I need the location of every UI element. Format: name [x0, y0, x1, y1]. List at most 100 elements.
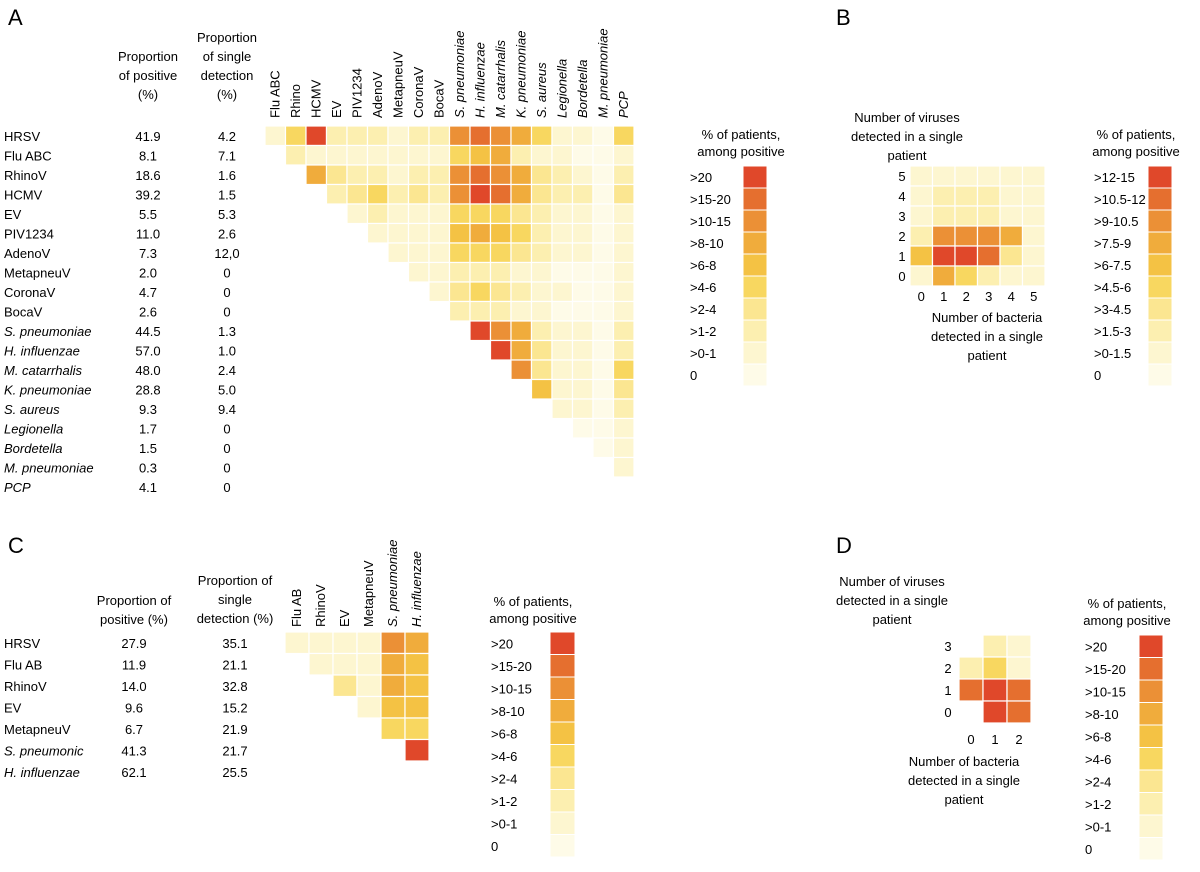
- column-label: EV: [329, 100, 344, 118]
- heatmap-cell: [448, 222, 471, 244]
- x-tick-label: 4: [1008, 289, 1015, 304]
- heatmap-cell: [551, 164, 574, 186]
- column-label: Legionella: [554, 59, 569, 118]
- heatmap-cell: [448, 281, 471, 303]
- legend-swatch: [549, 699, 576, 723]
- x-tick-label: 0: [918, 289, 925, 304]
- panel-label-a: A: [8, 5, 23, 30]
- heatmap-cell: [489, 222, 512, 244]
- heatmap-cell: [407, 222, 430, 244]
- y-axis-title-line: patient: [872, 612, 911, 627]
- heatmap-cell: [592, 437, 615, 459]
- heatmap-cell: [1006, 700, 1032, 724]
- row-label: HRSV: [4, 636, 40, 651]
- row-value-positive: 57.0: [135, 343, 160, 358]
- legend-label: 0: [690, 368, 697, 383]
- legend-label: >8-10: [1085, 707, 1119, 722]
- row-label: Flu ABC: [4, 148, 52, 163]
- heatmap-cell: [428, 183, 451, 205]
- legend-title-line: among positive: [1083, 613, 1170, 628]
- heatmap-cell: [954, 245, 979, 267]
- heatmap-cell: [366, 183, 389, 205]
- y-tick-label: 5: [898, 169, 905, 184]
- heatmap-cell: [510, 359, 533, 381]
- y-axis-title-line: detected in a single: [851, 129, 963, 144]
- row-label: S. aureus: [4, 402, 60, 417]
- legend-label: >0-1: [690, 346, 716, 361]
- heatmap-cell: [448, 144, 471, 166]
- legend-label: >8-10: [690, 236, 724, 251]
- heatmap-cell: [428, 203, 451, 225]
- heatmap-cell: [592, 398, 615, 420]
- heatmap-cell: [1021, 205, 1046, 227]
- column-label: H. influenzae: [409, 551, 424, 627]
- legend-swatch: [549, 811, 576, 835]
- legend-label: 0: [1094, 368, 1101, 383]
- row-label: MetapneuV: [4, 265, 71, 280]
- heatmap-cell: [469, 144, 492, 166]
- legend-swatch: [742, 209, 768, 233]
- row-value-single: 25.5: [222, 765, 247, 780]
- heatmap-cell: [469, 320, 492, 342]
- heatmap-cell: [530, 164, 553, 186]
- column-label: Flu ABC: [267, 70, 282, 118]
- heatmap-cell: [612, 359, 635, 381]
- column-label: Flu AB: [289, 589, 304, 627]
- heatmap-cell: [612, 398, 635, 420]
- legend-title-line: % of patients,: [1088, 596, 1167, 611]
- heatmap-cell: [489, 281, 512, 303]
- row-value-single: 0: [223, 304, 230, 319]
- legend-swatch: [1147, 363, 1173, 387]
- legend-label: >15-20: [690, 192, 731, 207]
- row-value-single: 0: [223, 265, 230, 280]
- heatmap-cell: [510, 242, 533, 264]
- row-value-single: 5.3: [218, 207, 236, 222]
- heatmap-cell: [530, 222, 553, 244]
- row-label: PIV1234: [4, 226, 54, 241]
- legend-label: >0-1.5: [1094, 346, 1131, 361]
- legend-swatch: [742, 275, 768, 299]
- legend-label: >3-4.5: [1094, 302, 1131, 317]
- legend-swatch: [742, 363, 768, 387]
- x-axis-title-line: detected in a single: [931, 329, 1043, 344]
- column-header-positive: of positive: [119, 68, 178, 83]
- heatmap-cell: [530, 339, 553, 361]
- row-value-positive: 2.6: [139, 304, 157, 319]
- heatmap-cell: [999, 225, 1024, 247]
- legend-label: >10-15: [690, 214, 731, 229]
- legend-swatch: [1138, 747, 1164, 771]
- heatmap-cell: [404, 717, 430, 741]
- x-axis-title-line: patient: [944, 792, 983, 807]
- heatmap-cell: [366, 164, 389, 186]
- row-value-positive: 0.3: [139, 460, 157, 475]
- heatmap-cell: [571, 125, 594, 147]
- legend-swatch: [549, 834, 576, 858]
- heatmap-cell: [1021, 245, 1046, 267]
- heatmap-cell: [571, 281, 594, 303]
- heatmap-cell: [954, 165, 979, 187]
- row-value-single: 0: [223, 421, 230, 436]
- heatmap-cell: [592, 203, 615, 225]
- heatmap-cell: [954, 205, 979, 227]
- legend-label: >1-2: [690, 324, 716, 339]
- legend-label: 0: [491, 839, 498, 854]
- row-value-positive: 1.7: [139, 421, 157, 436]
- heatmap-cell: [510, 183, 533, 205]
- row-value-positive: 41.3: [121, 743, 146, 758]
- row-value-positive: 11.9: [122, 657, 146, 672]
- legend-swatch: [549, 631, 576, 655]
- legend-swatch: [1147, 253, 1173, 277]
- heatmap-cell: [551, 144, 574, 166]
- heatmap-cell: [380, 674, 406, 698]
- panel-c: Proportion of positive (%) Proportion of si…: [4, 540, 577, 858]
- x-axis-title-line: Number of bacteria: [909, 754, 1020, 769]
- row-value-single: 0: [223, 460, 230, 475]
- legend-swatch: [1138, 814, 1164, 838]
- row-value-single: 1.0: [218, 343, 236, 358]
- heatmap-cell: [931, 225, 956, 247]
- row-value-positive: 62.1: [121, 765, 146, 780]
- heatmap-cell: [931, 245, 956, 267]
- column-label: EV: [337, 609, 352, 627]
- row-value-single: 9.4: [218, 402, 236, 417]
- heatmap-cell: [510, 222, 533, 244]
